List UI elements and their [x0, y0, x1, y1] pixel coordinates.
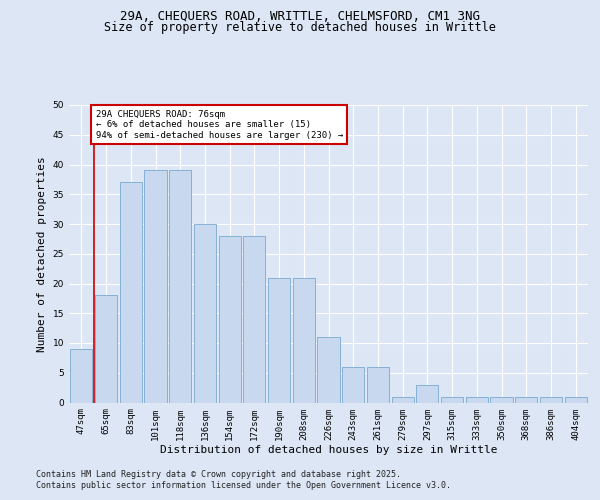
Text: Contains public sector information licensed under the Open Government Licence v3: Contains public sector information licen… — [36, 481, 451, 490]
Text: Contains HM Land Registry data © Crown copyright and database right 2025.: Contains HM Land Registry data © Crown c… — [36, 470, 401, 479]
Bar — [441, 396, 463, 402]
Bar — [194, 224, 216, 402]
Bar — [243, 236, 265, 402]
Text: Size of property relative to detached houses in Writtle: Size of property relative to detached ho… — [104, 21, 496, 34]
Bar — [268, 278, 290, 402]
Text: 29A CHEQUERS ROAD: 76sqm
← 6% of detached houses are smaller (15)
94% of semi-de: 29A CHEQUERS ROAD: 76sqm ← 6% of detache… — [95, 110, 343, 140]
Text: 29A, CHEQUERS ROAD, WRITTLE, CHELMSFORD, CM1 3NG: 29A, CHEQUERS ROAD, WRITTLE, CHELMSFORD,… — [120, 10, 480, 23]
Bar — [515, 396, 538, 402]
Y-axis label: Number of detached properties: Number of detached properties — [37, 156, 47, 352]
Bar — [317, 337, 340, 402]
Bar — [466, 396, 488, 402]
Bar — [70, 349, 92, 403]
Bar — [565, 396, 587, 402]
Bar — [145, 170, 167, 402]
Bar — [490, 396, 512, 402]
Bar — [392, 396, 414, 402]
Bar — [416, 384, 439, 402]
Bar — [95, 296, 117, 403]
Bar — [367, 367, 389, 402]
Bar — [119, 182, 142, 402]
Bar — [293, 278, 315, 402]
X-axis label: Distribution of detached houses by size in Writtle: Distribution of detached houses by size … — [160, 445, 497, 455]
Bar — [540, 396, 562, 402]
Bar — [342, 367, 364, 402]
Bar — [169, 170, 191, 402]
Bar — [218, 236, 241, 402]
